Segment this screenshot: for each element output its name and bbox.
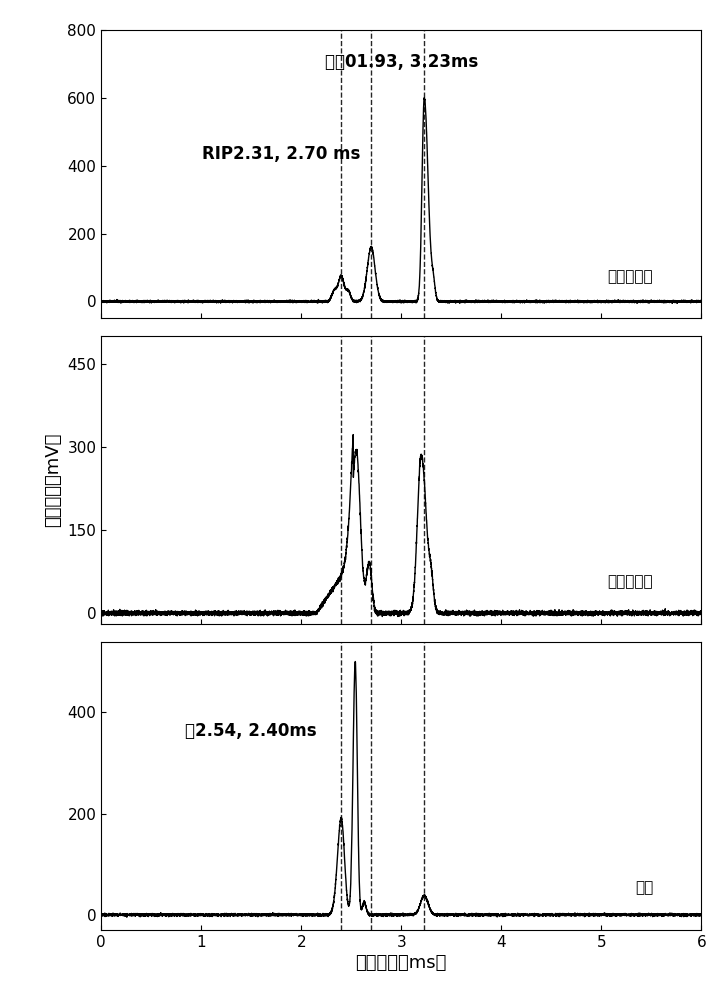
Text: 制冷过程中: 制冷过程中 — [607, 575, 654, 590]
Text: 制冷稳定后: 制冷稳定后 — [607, 269, 654, 284]
X-axis label: 迁移时间（ms）: 迁移时间（ms） — [356, 954, 447, 972]
Text: 汒2.54, 2.40ms: 汒2.54, 2.40ms — [185, 722, 317, 740]
Text: 内酥01.93, 3.23ms: 内酥01.93, 3.23ms — [325, 53, 478, 71]
Text: 室温: 室温 — [635, 880, 654, 895]
Text: RIP2.31, 2.70 ms: RIP2.31, 2.70 ms — [202, 145, 361, 163]
Y-axis label: 信号强度（mV）: 信号强度（mV） — [44, 433, 61, 527]
